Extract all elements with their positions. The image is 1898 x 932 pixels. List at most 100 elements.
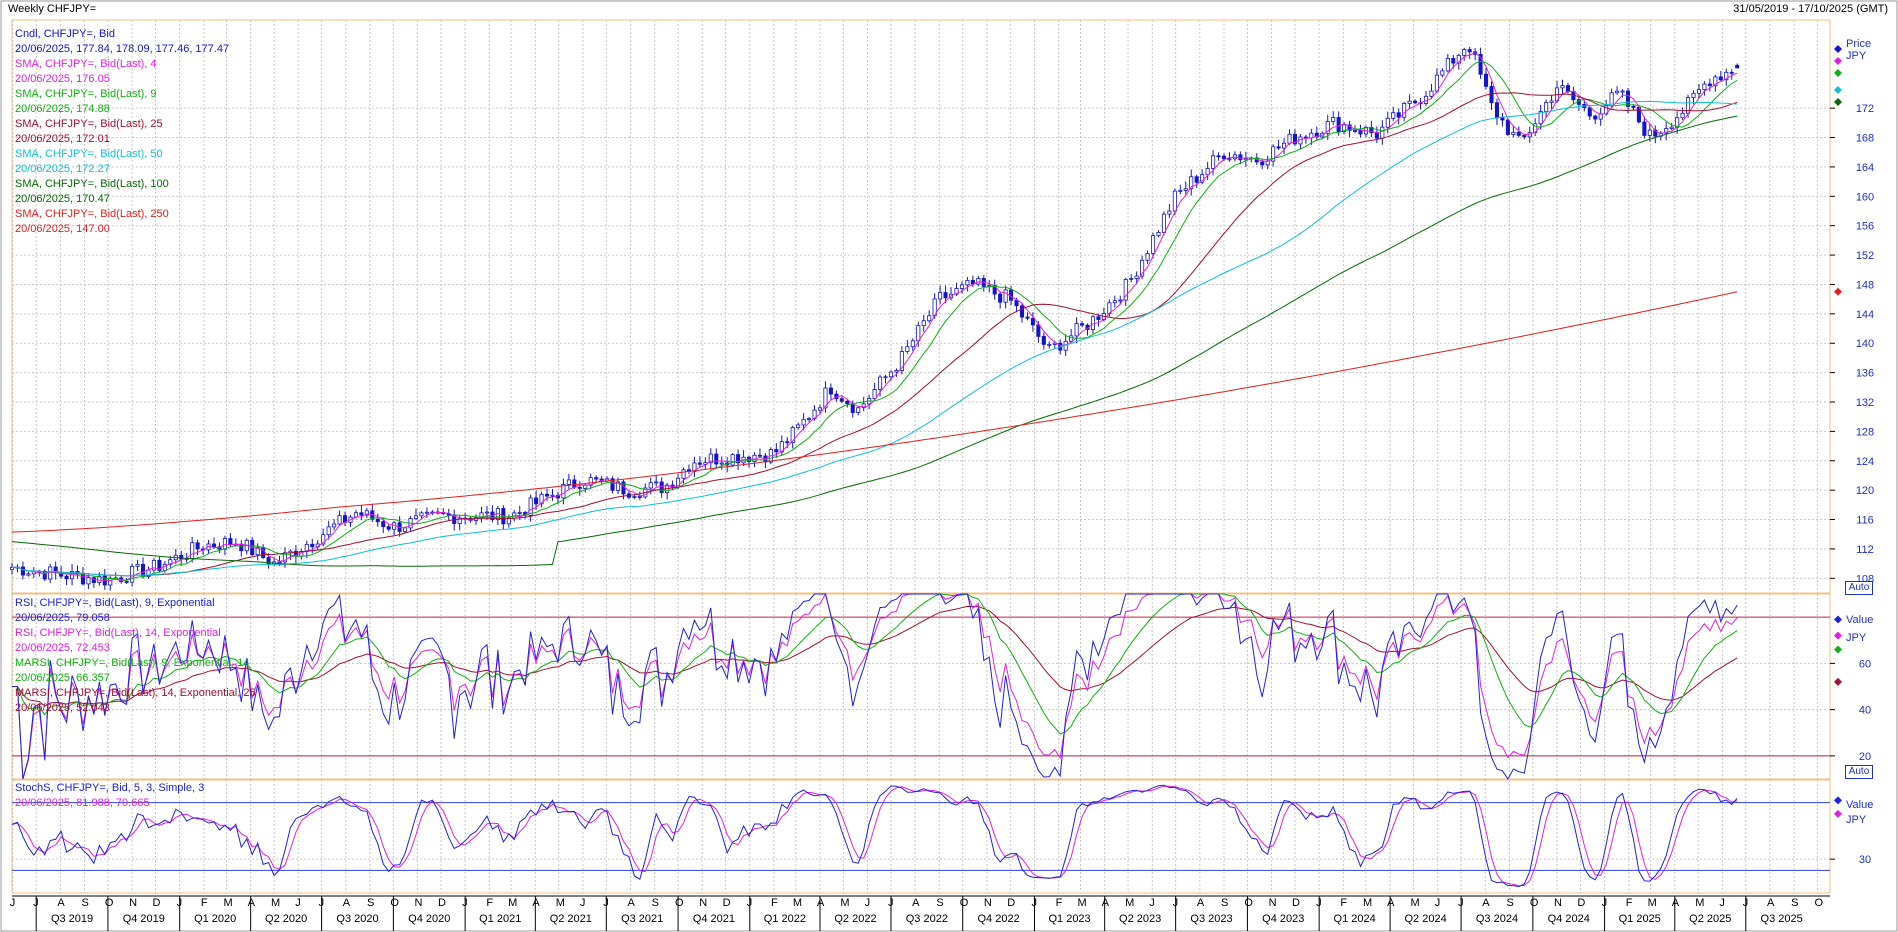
rsi-legend: RSI, CHFJPY=, Bid(Last), 9, Exponential 2… [15,596,256,716]
candle-body [654,481,659,484]
legend-label: SMA, CHFJPY=, Bid(Last), 100 [15,178,169,190]
candle-body [1276,146,1281,149]
price-tick-label: 168 [1856,133,1874,145]
candle-body [566,479,571,485]
candle-body [1183,188,1188,191]
candle-body [1440,70,1445,76]
price-tick-label: 116 [1856,515,1874,527]
month-tick-label: M [1695,897,1704,909]
legend-label: SMA, CHFJPY=, Bid(Last), 4 [15,58,157,70]
month-tick-label: A [1767,897,1775,909]
candle-body [277,561,282,564]
candle-body [910,340,915,348]
candle-body [20,566,25,576]
quarter-label: Q1 2022 [764,913,806,925]
rsi-axis-title: Value [1846,614,1874,626]
candle-body [954,288,959,295]
candle-body [1134,275,1139,279]
candle-body [1260,161,1265,166]
candle-body [774,449,779,453]
sma9-marker [1834,69,1842,77]
price-tick-label: 164 [1856,162,1874,174]
candle-body [64,575,69,580]
candle-body [217,546,222,550]
candle-body [517,512,522,514]
candle-body [1494,102,1500,119]
price-auto-button[interactable]: Auto [1845,581,1873,595]
legend-value: 20/06/2025, 170.47 [15,193,110,205]
candle-body [544,493,550,497]
marsi-14-line [12,605,1738,707]
candle-body [1565,85,1570,92]
month-tick-label: A [532,897,540,909]
candle-body [135,564,140,567]
quarter-label: Q2 2025 [1689,913,1731,925]
month-tick-label: O [675,897,684,909]
rsi-tick-label: 40 [1859,705,1871,717]
candle-body [1243,158,1248,161]
candle-body [1352,130,1358,132]
candle-body [888,371,894,378]
price-tick-label: 160 [1856,191,1874,203]
legend-label: SMA, CHFJPY=, Bid(Last), 9 [15,88,157,100]
candle-body [883,376,888,379]
candle-body [959,284,964,289]
price-tick-label: 144 [1856,309,1874,321]
quarter-label: Q1 2023 [1048,913,1090,925]
month-tick-label: A [248,897,256,909]
candle-body [364,510,369,516]
candle-body [1691,92,1696,98]
candle-body [1194,176,1199,183]
candle-body [1314,132,1319,138]
candle-body [1172,190,1177,212]
month-tick-label: D [438,897,446,909]
legend-value: 20/06/2025, 147.00 [15,223,110,235]
month-tick-label: M [793,897,802,909]
candle-body [403,527,408,532]
legend-label: SMA, CHFJPY=, Bid(Last), 50 [15,148,163,160]
candle-body [337,515,342,525]
candle-body [1413,100,1418,104]
rsi-auto-button[interactable]: Auto [1845,765,1873,779]
quarter-label: Q3 2023 [1190,913,1232,925]
quarter-label: Q3 2020 [336,913,378,925]
month-tick-label: A [627,897,635,909]
candle-body [1615,90,1620,94]
candle-body [801,418,806,426]
month-tick-label: D [153,897,161,909]
candle-body [588,477,593,486]
candle-body [321,534,326,545]
candle-body [1560,85,1565,89]
candle-body [190,542,195,559]
month-tick-label: J [1719,897,1725,909]
candle-body [1593,115,1598,120]
candle-body [255,547,260,556]
month-tick-label: F [486,897,493,909]
candle-body [353,512,358,518]
date-range: 31/05/2019 - 17/10/2025 (GMT) [1733,3,1888,15]
candle-body [1030,317,1035,326]
candle-body [648,482,653,489]
month-tick-label: A [1102,897,1110,909]
candle-body [583,484,588,489]
candle-body [927,315,932,322]
price-legend: Cndl, CHFJPY=, Bid 20/06/2025, 177.84, 17… [15,27,229,237]
candle-body [1522,134,1527,138]
quarter-label: Q2 2020 [265,913,307,925]
candle-body [1342,124,1347,133]
candle-body [261,547,266,558]
candle-body [1118,299,1123,302]
candle-body [828,387,833,395]
candle-body [1587,107,1592,117]
price-tick-label: 128 [1856,426,1874,438]
marsi14-marker [1834,677,1842,686]
quarter-label: Q3 2024 [1476,913,1518,925]
month-tick-label: M [1648,897,1657,909]
candle-body [807,418,812,420]
candle-body [1402,103,1407,118]
candle-body [1019,305,1025,318]
month-tick-label: A [1482,897,1490,909]
candle-body [1598,113,1603,120]
stoch-k-marker [1834,796,1842,805]
candle-body [1407,100,1412,104]
